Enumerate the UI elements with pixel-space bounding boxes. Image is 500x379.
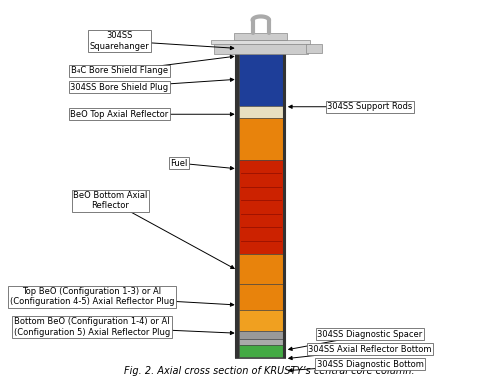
Text: 304SS Diagnostic Bottom: 304SS Diagnostic Bottom [316,360,424,369]
Text: Fig. 2. Axial cross section of KRUSTY’s central core column.: Fig. 2. Axial cross section of KRUSTY’s … [124,366,414,376]
Text: B₄C Bore Shield Flange: B₄C Bore Shield Flange [71,66,168,75]
Bar [239,254,282,284]
Text: Bottom BeO (Configuration 1-4) or Al
(Configuration 5) Axial Reflector Plug: Bottom BeO (Configuration 1-4) or Al (Co… [14,317,170,337]
Bar [214,44,308,54]
Text: 304SS Bore Shield Plug: 304SS Bore Shield Plug [70,83,168,92]
Text: 304SS Diagnostic Spacer: 304SS Diagnostic Spacer [318,330,422,339]
Text: BeO Top Axial Reflector: BeO Top Axial Reflector [70,110,168,119]
Bar [239,54,282,105]
Bar [239,105,282,117]
Text: 304SS Axial Reflector Bottom: 304SS Axial Reflector Bottom [308,345,432,354]
Bar [236,52,286,359]
Text: BeO Bottom Axial
Reflector: BeO Bottom Axial Reflector [73,191,148,210]
Bar [239,117,282,160]
Bar [239,331,282,339]
Bar [239,160,282,254]
Text: Top BeO (Configuration 1-3) or Al
(Configuration 4-5) Axial Reflector Plug: Top BeO (Configuration 1-3) or Al (Confi… [10,287,174,307]
Bar [239,310,282,331]
Bar [239,284,282,310]
Text: 304SS Support Rods: 304SS Support Rods [328,102,412,111]
Bar [239,345,282,357]
Text: 304SS
Squarehanger: 304SS Squarehanger [90,31,150,50]
Bar [306,44,322,53]
Bar [239,339,282,345]
Bar [234,33,287,40]
Bar [212,40,310,44]
Text: Fuel: Fuel [170,159,188,168]
